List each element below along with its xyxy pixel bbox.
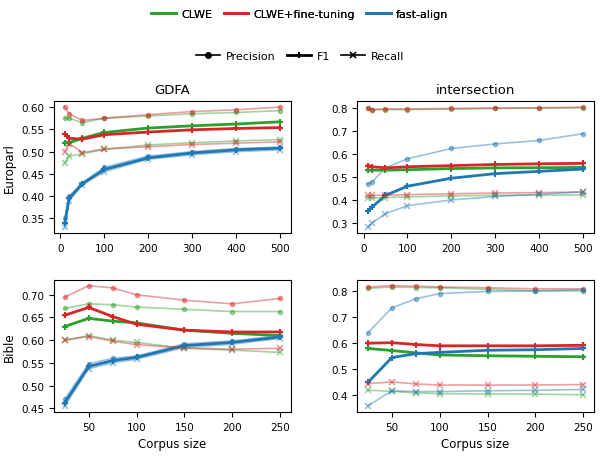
Legend: CLWE, CLWE+fine-tuning, fast-align: CLWE, CLWE+fine-tuning, fast-align [147, 6, 453, 25]
X-axis label: Corpus size: Corpus size [138, 437, 206, 450]
Title: intersection: intersection [436, 83, 515, 97]
Y-axis label: Bible: Bible [2, 332, 16, 361]
X-axis label: Corpus size: Corpus size [442, 437, 510, 450]
Y-axis label: Europarl: Europarl [2, 143, 16, 193]
Legend: Precision, F1, Recall: Precision, F1, Recall [191, 47, 409, 66]
Title: GDFA: GDFA [155, 83, 190, 97]
